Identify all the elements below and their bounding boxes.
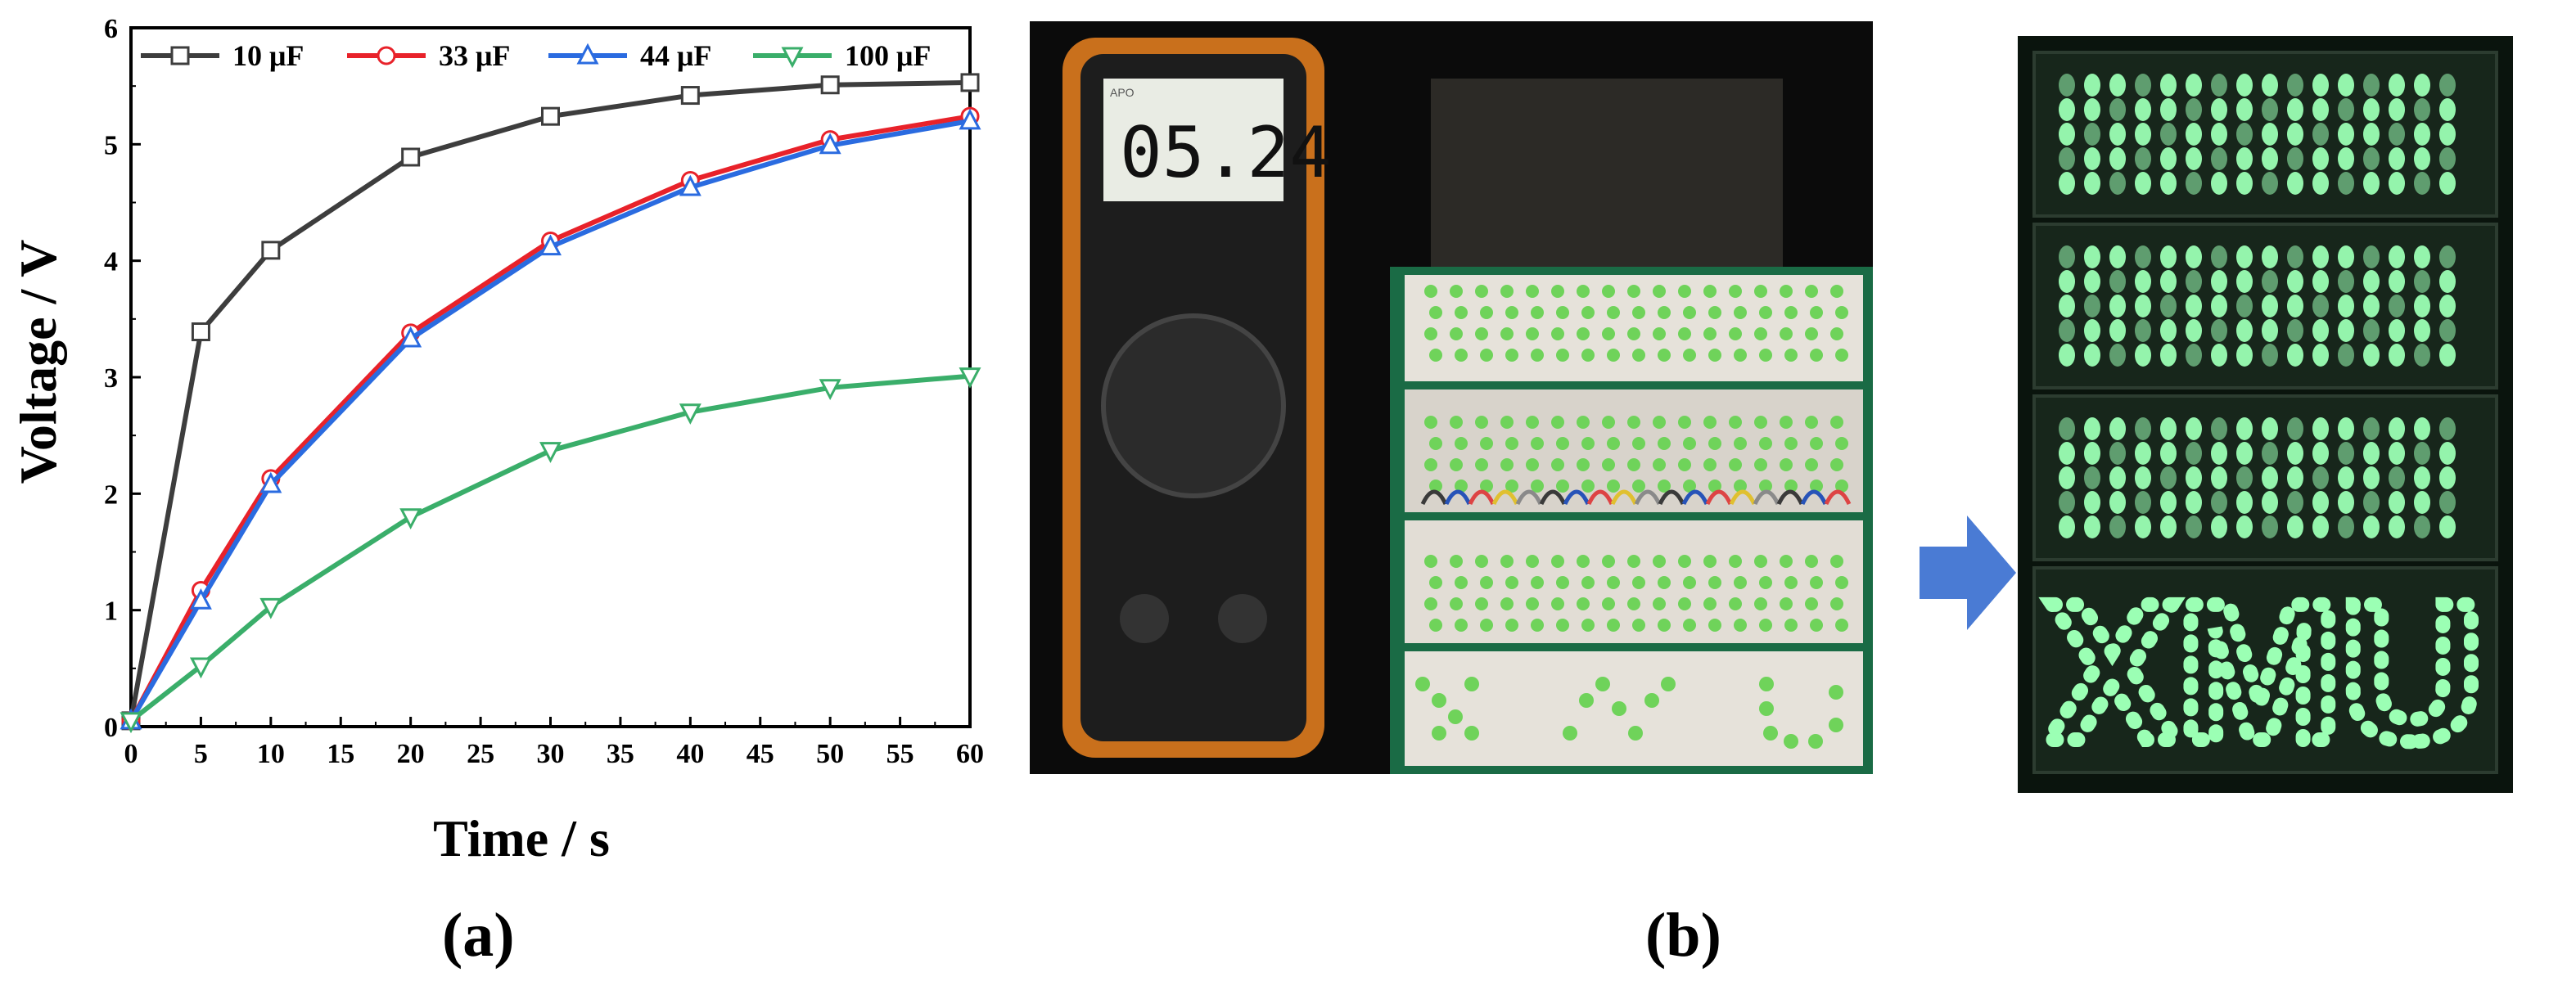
meter-mode-icon: APO bbox=[1110, 86, 1135, 99]
legend-item-1: 33 μF bbox=[347, 39, 510, 72]
legend-item-0: 10 μF bbox=[141, 39, 304, 72]
data-point bbox=[189, 657, 212, 679]
legend-marker bbox=[576, 43, 599, 65]
data-point bbox=[189, 588, 212, 610]
data-point bbox=[539, 442, 562, 463]
led-xmu-letters: XMU bbox=[2046, 562, 2483, 781]
series-line bbox=[129, 373, 971, 723]
y-tick-label: 5 bbox=[104, 130, 118, 160]
multimeter: APO 05.24 bbox=[1062, 38, 1332, 758]
data-point bbox=[539, 234, 562, 256]
data-point bbox=[820, 75, 840, 95]
data-point bbox=[261, 241, 281, 260]
data-point bbox=[959, 108, 981, 130]
data-point bbox=[120, 712, 142, 734]
y-tick-label: 3 bbox=[104, 363, 118, 394]
x-tick-label: 20 bbox=[397, 739, 425, 769]
x-tick-label: 60 bbox=[956, 739, 984, 769]
legend-marker bbox=[377, 46, 396, 65]
series-line bbox=[129, 118, 971, 723]
x-axis-title: Time / s bbox=[433, 809, 610, 867]
led-array bbox=[1415, 285, 1848, 749]
data-point bbox=[679, 174, 702, 196]
x-tick-label: 45 bbox=[747, 739, 774, 769]
breadboard-photo: APO 05.24 bbox=[1030, 21, 1873, 774]
x-tick-label: 5 bbox=[194, 739, 208, 769]
data-point bbox=[541, 106, 560, 126]
x-tick-label: 25 bbox=[467, 739, 494, 769]
front-breadboard bbox=[1390, 267, 1873, 774]
data-point bbox=[259, 597, 282, 619]
x-tick-label: 0 bbox=[124, 739, 138, 769]
data-point bbox=[960, 73, 980, 92]
y-tick-label: 4 bbox=[104, 247, 118, 277]
data-point bbox=[680, 86, 700, 106]
data-point bbox=[819, 379, 841, 401]
data-point bbox=[399, 508, 422, 530]
y-tick-label: 2 bbox=[104, 479, 118, 510]
data-point bbox=[959, 367, 981, 389]
arrow-icon bbox=[1920, 516, 2016, 630]
legend-label: 33 μF bbox=[439, 39, 510, 72]
legend-marker bbox=[170, 46, 190, 65]
y-tick-label: 1 bbox=[104, 597, 118, 627]
data-point bbox=[399, 326, 422, 348]
series-2 bbox=[120, 108, 981, 730]
x-tick-label: 15 bbox=[327, 739, 354, 769]
multimeter-lcd bbox=[1103, 79, 1283, 201]
legend-label: 44 μF bbox=[640, 39, 711, 72]
legend-item-2: 44 μF bbox=[548, 39, 711, 72]
series-0 bbox=[121, 73, 980, 731]
led-display-photo: XMU bbox=[2018, 36, 2513, 793]
x-tick-label: 55 bbox=[886, 739, 914, 769]
series-3 bbox=[120, 367, 981, 734]
x-tick-label: 30 bbox=[537, 739, 565, 769]
y-axis-title: Voltage / V bbox=[9, 240, 67, 484]
legend-marker bbox=[781, 47, 804, 69]
legend-label: 10 μF bbox=[232, 39, 304, 72]
x-tick-label: 35 bbox=[607, 739, 634, 769]
led-panels bbox=[2032, 51, 2498, 774]
series-1 bbox=[121, 106, 980, 731]
jumper-wires bbox=[1420, 489, 1852, 506]
data-point bbox=[819, 133, 841, 155]
data-point bbox=[259, 471, 282, 493]
y-tick-label: 6 bbox=[104, 14, 118, 44]
x-tick-label: 40 bbox=[676, 739, 704, 769]
y-tick-label: 0 bbox=[104, 713, 118, 743]
legend-item-3: 100 μF bbox=[753, 39, 931, 72]
panel-label-a: (a) bbox=[442, 901, 515, 970]
panel-label-b: (b) bbox=[1645, 901, 1721, 970]
x-tick-label: 10 bbox=[257, 739, 285, 769]
x-tick-label: 50 bbox=[816, 739, 844, 769]
series-line bbox=[129, 79, 971, 722]
plot-frame bbox=[129, 26, 972, 728]
data-point bbox=[191, 322, 210, 341]
dial-icon bbox=[1101, 313, 1286, 498]
data-point bbox=[401, 147, 421, 167]
series-line bbox=[129, 114, 971, 723]
multimeter-reading: 05.24 bbox=[1120, 112, 1332, 194]
legend-label: 100 μF bbox=[845, 39, 931, 72]
data-point bbox=[679, 403, 702, 425]
